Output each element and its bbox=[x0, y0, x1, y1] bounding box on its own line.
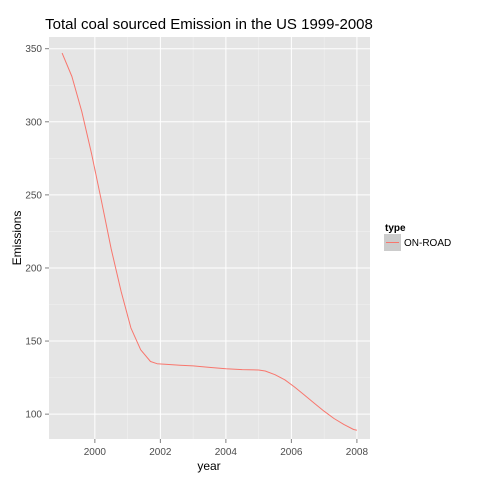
series-line-on-road bbox=[61, 52, 358, 431]
y-tick-label: 350 bbox=[25, 44, 42, 55]
x-tick-label: 2002 bbox=[149, 447, 172, 458]
y-axis-title: Emissions bbox=[10, 211, 24, 266]
y-tick-label: 250 bbox=[25, 190, 42, 201]
x-axis-title: year bbox=[197, 459, 220, 473]
x-tick-label: 2004 bbox=[215, 447, 238, 458]
x-tick-label: 2000 bbox=[84, 447, 107, 458]
chart-title: Total coal sourced Emission in the US 19… bbox=[45, 16, 373, 33]
y-axis: 100 150 200 250 300 350 bbox=[25, 44, 49, 421]
x-axis: 2000 2002 2004 2006 2008 bbox=[84, 439, 369, 458]
y-tick-label: 150 bbox=[25, 337, 42, 348]
legend: type ON-ROAD bbox=[384, 223, 451, 251]
y-tick-label: 200 bbox=[25, 263, 42, 274]
plot-panel bbox=[49, 37, 370, 439]
grid-lines bbox=[49, 37, 370, 439]
y-tick-label: 300 bbox=[25, 117, 42, 128]
legend-title: type bbox=[385, 223, 406, 234]
series-layer bbox=[61, 52, 358, 431]
x-tick-label: 2006 bbox=[280, 447, 303, 458]
x-tick-label: 2008 bbox=[346, 447, 369, 458]
y-tick-label: 100 bbox=[25, 410, 42, 421]
legend-label-on-road: ON-ROAD bbox=[404, 238, 451, 249]
